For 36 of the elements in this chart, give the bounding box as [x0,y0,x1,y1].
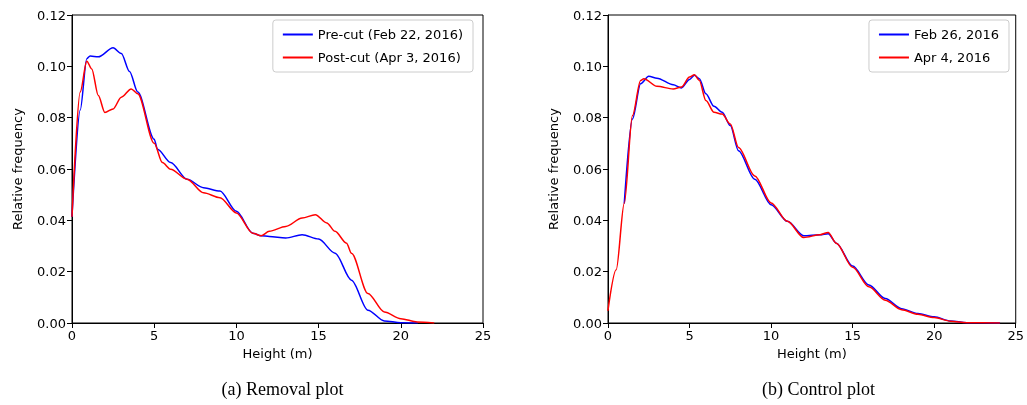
x-tick-label: 15 [844,328,861,343]
y-tick-label: 0.04 [37,212,66,228]
y-axis-title: Relative frequency [546,107,561,230]
x-tick-label: 10 [762,328,780,343]
y-axis-title: Relative frequency [10,107,25,230]
x-tick-label: 20 [925,328,943,343]
x-tick-label: 0 [603,328,613,343]
y-tick-label: 0.12 [573,7,602,23]
x-tick-label: 25 [474,328,492,343]
y-tick-label: 0.00 [573,315,602,331]
x-tick-label: 20 [392,328,410,343]
legend-label: Apr 4, 2016 [913,50,991,65]
legend-label: Feb 26, 2016 [913,27,1000,42]
legend-label: Pre-cut (Feb 22, 2016) [317,27,464,42]
x-tick-label: 5 [685,328,694,343]
text: (b) Control plot [762,379,875,400]
legend-label: Post-cut (Apr 3, 2016) [317,50,461,65]
x-axis-title: Height (m) [242,346,313,361]
y-tick-label: 0.06 [37,161,66,177]
x-tick-label: 15 [310,328,327,343]
y-tick-label: 0.10 [573,58,602,74]
y-tick-label: 0.10 [37,58,66,74]
x-tick-label: 10 [228,328,245,343]
y-tick-label: 0.00 [37,315,66,331]
y-tick-label: 0.08 [573,110,602,126]
y-tick-label: 0.02 [37,264,66,280]
y-tick-label: 0.12 [37,7,66,23]
y-tick-label: 0.02 [573,264,602,280]
y-tick-label: 0.06 [573,161,602,177]
x-tick-label: 5 [150,328,159,343]
y-tick-label: 0.04 [573,212,602,228]
text: (a) Removal plot [221,379,344,400]
y-tick-label: 0.08 [37,110,66,126]
x-tick-label: 0 [67,328,77,343]
x-tick-label: 25 [1007,328,1024,343]
x-axis-title: Height (m) [776,346,847,361]
